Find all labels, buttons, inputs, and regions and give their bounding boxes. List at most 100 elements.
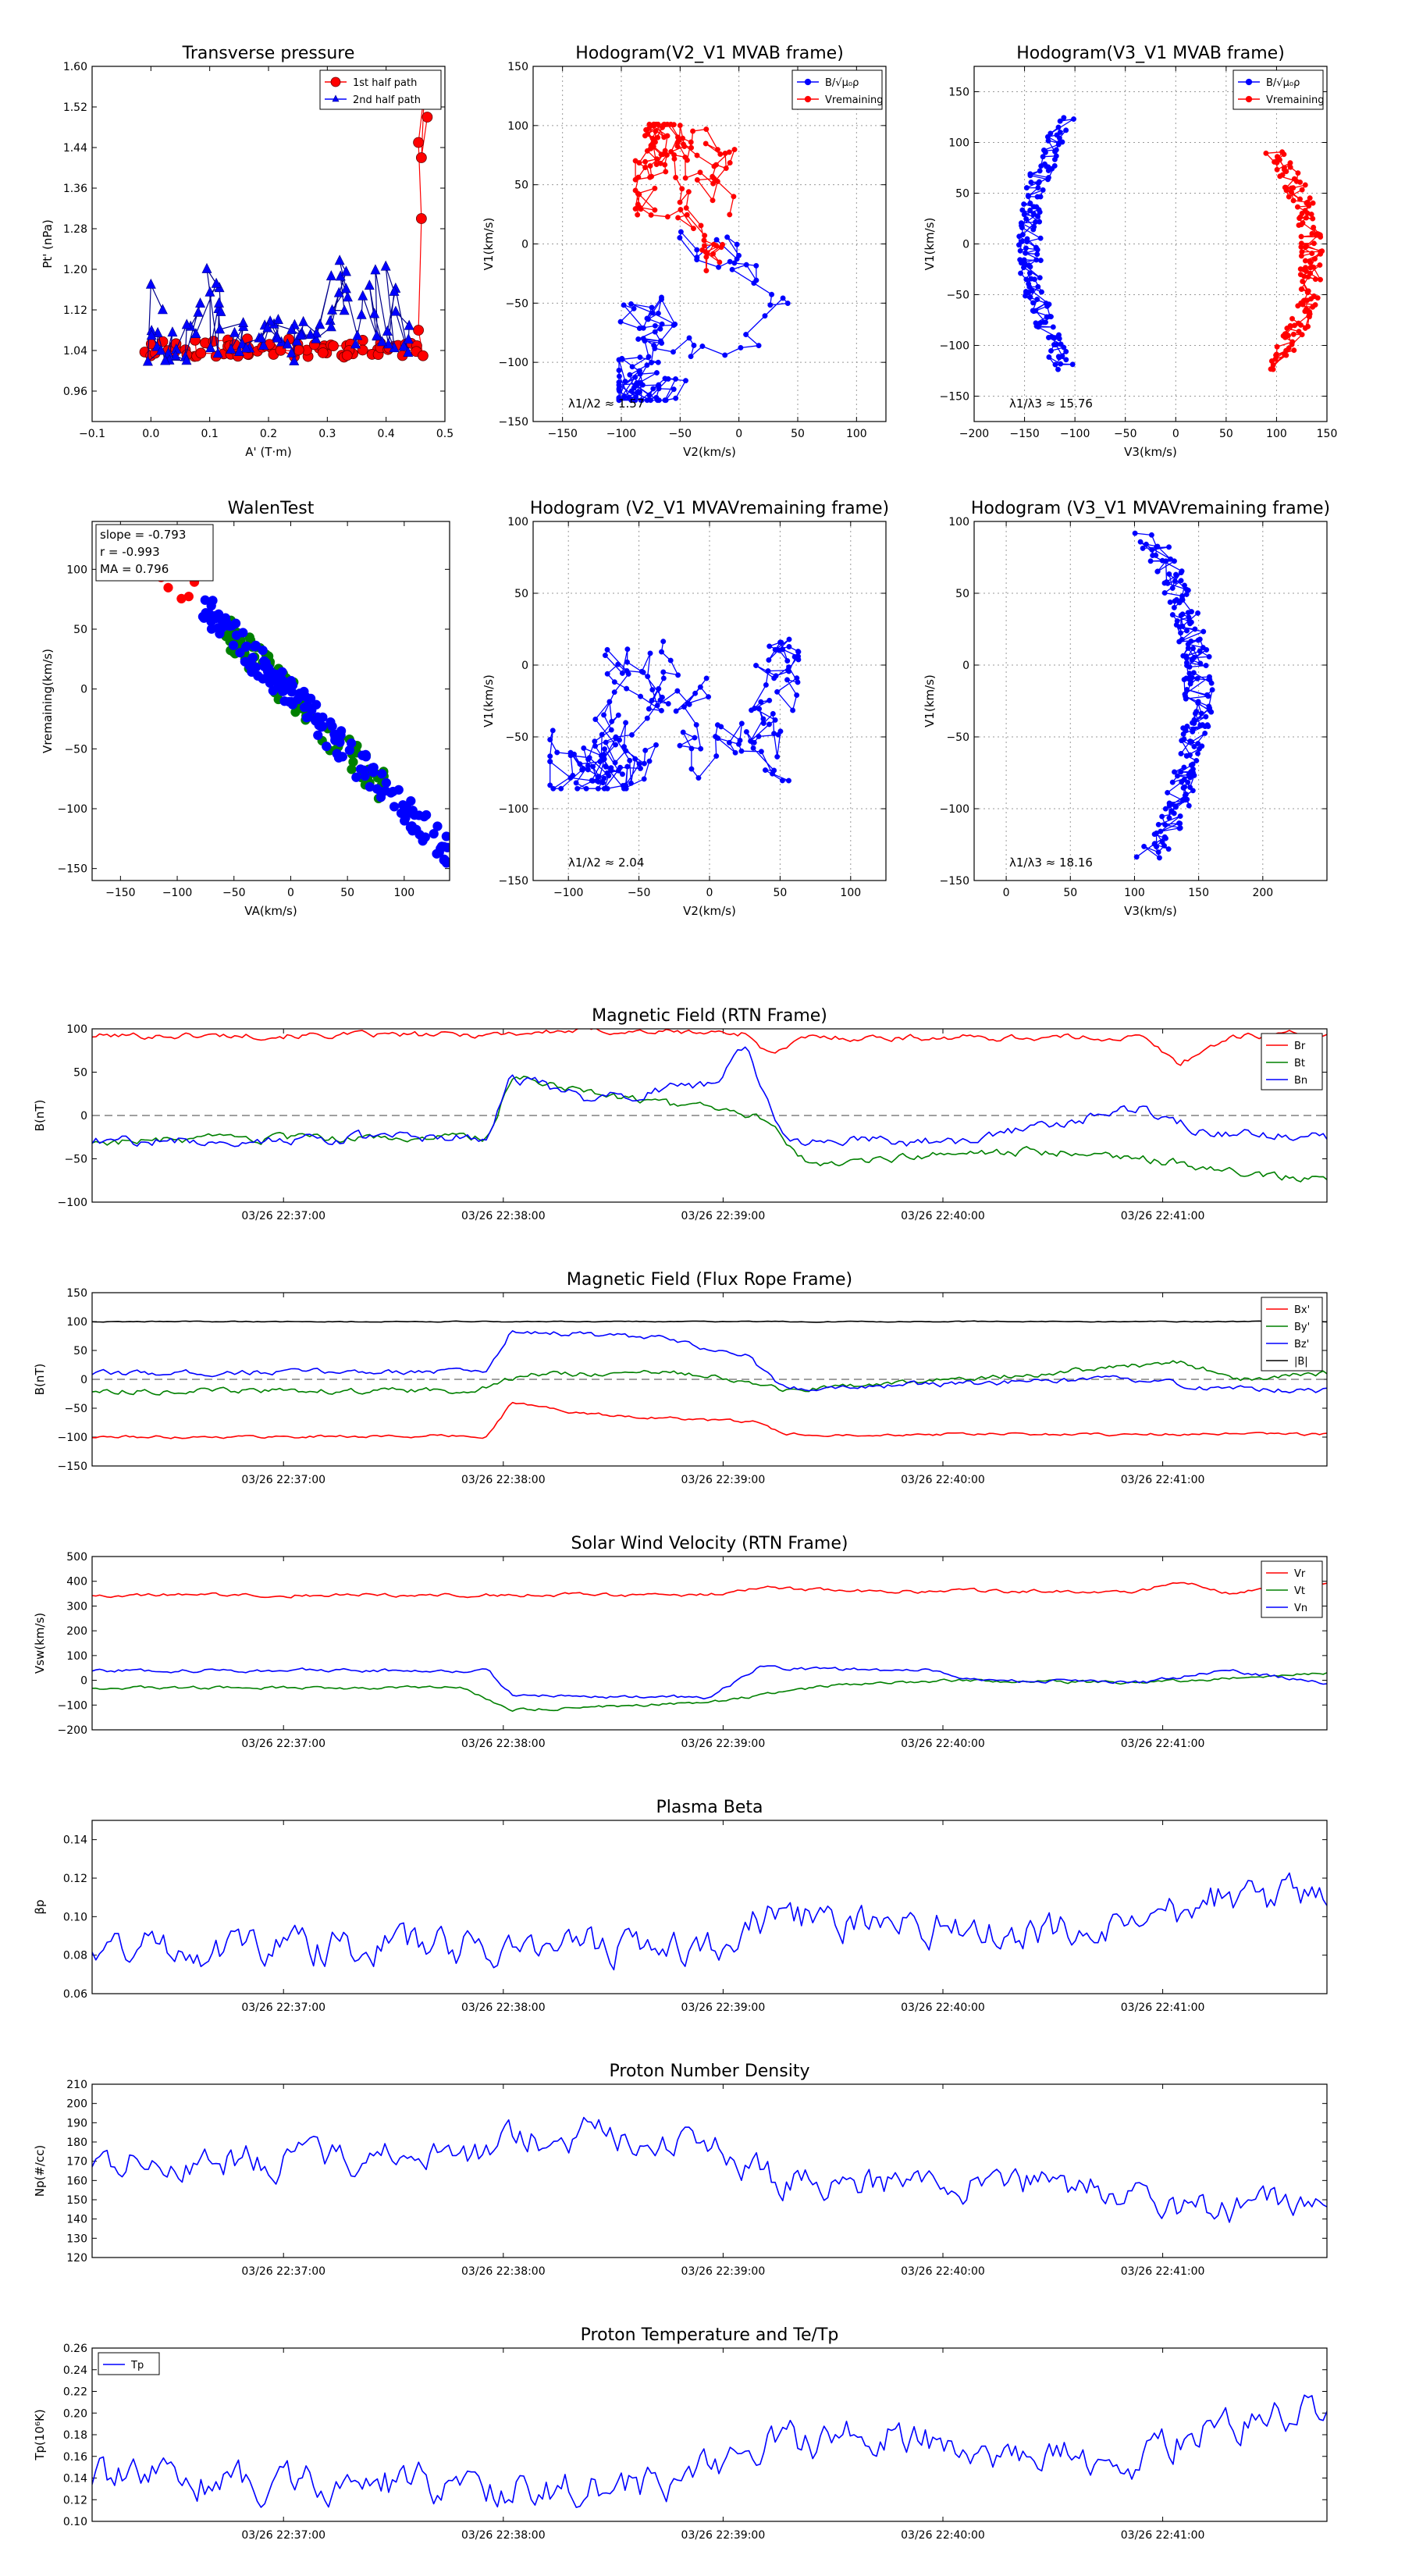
legend-marker <box>804 78 812 86</box>
point <box>1021 212 1027 218</box>
point-red <box>163 582 173 592</box>
point <box>1268 366 1274 372</box>
point <box>659 649 664 655</box>
point <box>1172 598 1178 604</box>
chart-vsw: −200 −100 0 100 200 300 400 500 03/26 22:37:00 03… <box>33 1534 1328 1750</box>
plot-frame <box>91 1292 1328 1467</box>
y-tick-label: 150 <box>66 2194 87 2207</box>
point <box>790 707 796 713</box>
point <box>1184 686 1190 692</box>
point <box>1169 585 1176 591</box>
point <box>652 207 658 213</box>
y-tick-label: 50 <box>955 588 969 600</box>
point <box>1199 743 1205 749</box>
y-tick-label: −50 <box>505 297 528 310</box>
point-2nd-half <box>340 283 351 294</box>
x-tick-label: 03/26 22:41:00 <box>1121 1738 1205 1750</box>
point <box>547 782 553 788</box>
point <box>1168 556 1173 562</box>
series-line-Vn <box>92 1665 1327 1700</box>
y-tick-label: 50 <box>73 1067 87 1080</box>
point <box>659 294 664 301</box>
point <box>679 186 685 192</box>
point <box>586 755 592 761</box>
point <box>1173 572 1179 578</box>
x-axis-label: VA(km/s) <box>244 904 297 918</box>
point <box>1034 297 1040 302</box>
point <box>634 382 639 389</box>
x-tick-label: 100 <box>846 428 867 440</box>
point <box>1186 664 1193 670</box>
point <box>601 775 607 781</box>
plot-frame <box>91 1556 1328 1731</box>
chart-title: Magnetic Field (RTN Frame) <box>592 1006 827 1026</box>
point <box>596 774 602 780</box>
point <box>791 653 798 660</box>
y-tick-label: −150 <box>58 863 87 876</box>
point <box>1274 351 1279 358</box>
point <box>1016 242 1022 248</box>
point <box>603 763 609 770</box>
plot-area <box>547 636 802 792</box>
y-tick-label: −100 <box>58 803 87 816</box>
point <box>1303 244 1309 249</box>
point <box>1281 165 1287 171</box>
chart-beta: 0.06 0.08 0.10 0.12 0.14 03/26 22:37:00 03/26 … <box>33 1798 1328 2014</box>
point <box>1302 182 1308 188</box>
y-tick-label: 50 <box>514 588 528 600</box>
point <box>727 258 733 265</box>
x-tick-label: −50 <box>1114 428 1137 440</box>
point <box>1304 199 1311 205</box>
point <box>692 735 698 741</box>
y-tick-label: 0.20 <box>63 2407 87 2420</box>
series-line-Br <box>92 1029 1327 1066</box>
point <box>547 753 553 760</box>
point-blue <box>414 810 424 820</box>
point-2nd-half <box>286 347 297 358</box>
y-tick-label: −100 <box>940 803 969 816</box>
point-2nd-half <box>167 326 178 337</box>
y-tick-label: 190 <box>66 2117 87 2129</box>
x-tick-label: 03/26 22:40:00 <box>901 2529 985 2542</box>
point <box>1133 854 1140 860</box>
point <box>602 746 608 753</box>
point <box>1164 579 1169 585</box>
point <box>1190 670 1197 676</box>
point <box>567 774 574 781</box>
legend-label: Vr <box>1294 1568 1306 1580</box>
x-axis-label: V3(km/s) <box>1124 904 1177 918</box>
point <box>743 332 749 337</box>
point <box>1318 248 1324 254</box>
point <box>767 643 773 649</box>
point <box>693 722 699 728</box>
point <box>646 354 652 360</box>
point <box>664 214 670 220</box>
point <box>1192 626 1198 632</box>
point <box>1059 353 1065 359</box>
y-tick-label: 1.04 <box>63 345 87 358</box>
point <box>649 687 656 693</box>
point <box>664 121 670 127</box>
point <box>726 149 732 155</box>
point <box>710 173 716 180</box>
point <box>677 199 683 205</box>
point <box>1172 803 1179 809</box>
x-tick-label: 50 <box>1063 887 1077 899</box>
point <box>774 753 781 760</box>
point-2nd-half <box>325 270 336 281</box>
point-2nd-half <box>350 338 361 349</box>
point <box>677 235 683 240</box>
y-tick-label: 200 <box>66 1625 87 1638</box>
point <box>646 121 653 127</box>
point <box>794 692 800 698</box>
point <box>1028 276 1034 282</box>
x-tick-label: 03/26 22:37:00 <box>241 1474 325 1486</box>
point <box>621 393 628 399</box>
point <box>659 321 665 327</box>
legend-label: By' <box>1294 1322 1310 1333</box>
point <box>1151 831 1158 838</box>
point <box>1148 532 1154 538</box>
point <box>583 785 589 792</box>
point-blue <box>357 750 368 760</box>
point <box>623 748 629 754</box>
